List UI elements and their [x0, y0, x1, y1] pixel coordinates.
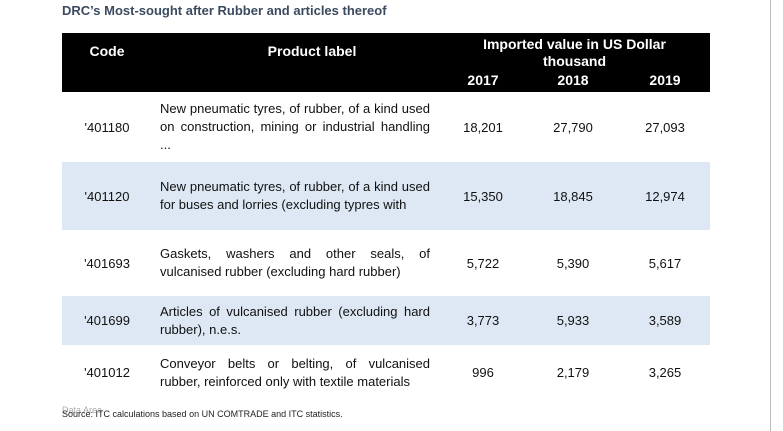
header-product: Product label: [267, 43, 357, 59]
product-cell: Conveyor belts or belting, of vulcanised…: [160, 355, 430, 389]
page-edge: [770, 0, 771, 431]
value-cell: 15,350: [463, 188, 503, 204]
product-cell: Articles of vulcanised rubber (excluding…: [160, 303, 430, 337]
code-cell: '401699: [84, 313, 130, 328]
value-cell: 12,974: [645, 188, 685, 204]
value-cell: 3,773: [466, 313, 500, 328]
value-cell: 18,845: [553, 188, 593, 204]
header-year: 2019: [649, 72, 681, 88]
title: DRC’s Most-sought after Rubber and artic…: [62, 3, 387, 18]
code-cell: '401012: [84, 365, 130, 380]
value-cell: 2,179: [556, 365, 590, 380]
value-cell: 3,589: [648, 313, 682, 328]
table-row: '401120 New pneumatic tyres, of rubber, o…: [62, 162, 710, 230]
header-year: 2017: [467, 72, 499, 88]
value-cell: 5,722: [466, 255, 500, 271]
table-row: '401699 Articles of vulcanised rubber (ex…: [62, 296, 710, 345]
product-cell: Gaskets, washers and other seals, of vul…: [160, 246, 430, 279]
code-cell: '401693: [84, 255, 130, 271]
header-year: 2018: [557, 72, 589, 88]
header-code: Code: [89, 43, 125, 59]
table-row: '401180 New pneumatic tyres, of rubber, o…: [62, 92, 710, 162]
code-cell: '401120: [84, 188, 130, 204]
value-cell: 5,617: [648, 255, 682, 271]
source: Source: ITC calculations based on UN COM…: [62, 409, 343, 419]
data-area-label: Data Area: [62, 405, 103, 415]
value-cell: 5,933: [556, 313, 590, 328]
product-cell: New pneumatic tyres, of rubber, of a kin…: [160, 179, 430, 212]
value-cell: 5,390: [556, 255, 590, 271]
value-cell: 27,790: [553, 119, 593, 135]
value-cell: 996: [472, 365, 494, 380]
table-row: '401012 Conveyor belts or belting, of vul…: [62, 345, 710, 400]
code-cell: '401180: [84, 119, 130, 135]
table-row: '401693 Gaskets, washers and other seals,…: [62, 230, 710, 296]
table-header: Code Product label Imported value in US …: [62, 33, 710, 92]
product-cell: New pneumatic tyres, of rubber, of a kin…: [160, 101, 430, 152]
value-cell: 27,093: [645, 119, 685, 135]
header-value-group: Imported value in US Dollar thousand: [483, 36, 666, 69]
value-cell: 18,201: [463, 119, 503, 135]
value-cell: 3,265: [648, 365, 682, 380]
